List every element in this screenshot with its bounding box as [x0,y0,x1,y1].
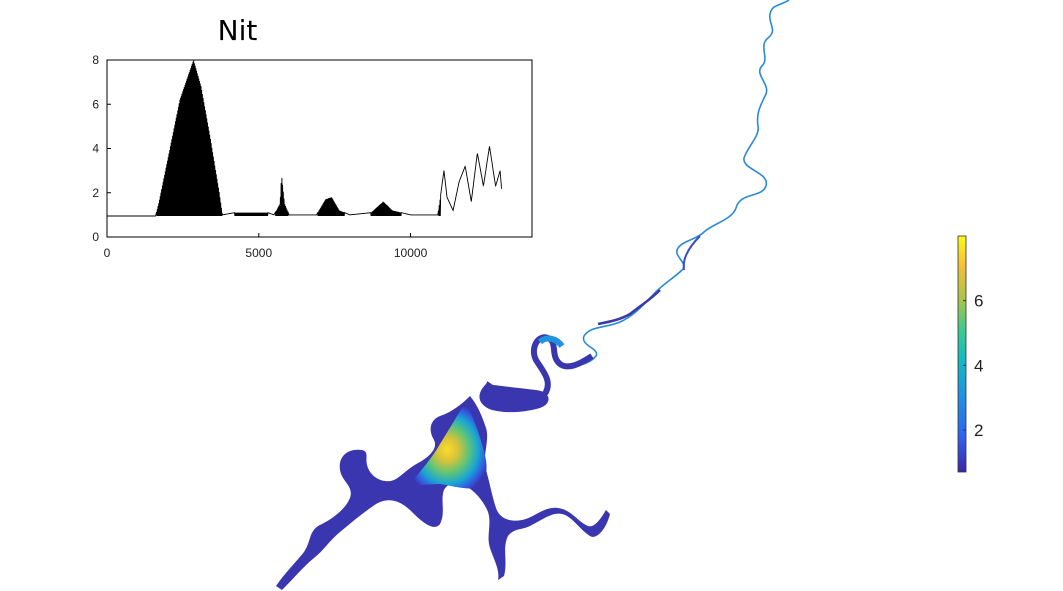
y-tick-label: 6 [92,97,99,111]
y-tick-label: 8 [92,53,99,67]
x-tick-label: 0 [104,246,111,260]
colorbar-tick-label: 2 [974,421,983,440]
chart-title: Nit [217,14,258,47]
x-tick-label: 10000 [394,246,428,260]
colorbar-tick-label: 4 [974,356,983,375]
y-tick-label: 0 [92,230,99,244]
colorbar-tick-label: 6 [974,292,983,311]
y-tick-label: 4 [92,142,99,156]
axis-ticks: 0 5000 10000 0 2 4 6 8 [92,53,427,260]
colorbar [957,235,967,473]
upper-lobe [479,384,549,413]
colorbar-ticks: 2 4 6 [963,292,983,440]
estuary-map [276,0,790,590]
x-tick-label: 5000 [245,246,272,260]
y-tick-label: 2 [92,186,99,200]
concentration-hotspot [408,402,487,489]
upstream-channel [561,0,790,368]
series-group [107,60,502,217]
estuary-body [276,396,610,590]
series-line-nit [107,60,502,217]
